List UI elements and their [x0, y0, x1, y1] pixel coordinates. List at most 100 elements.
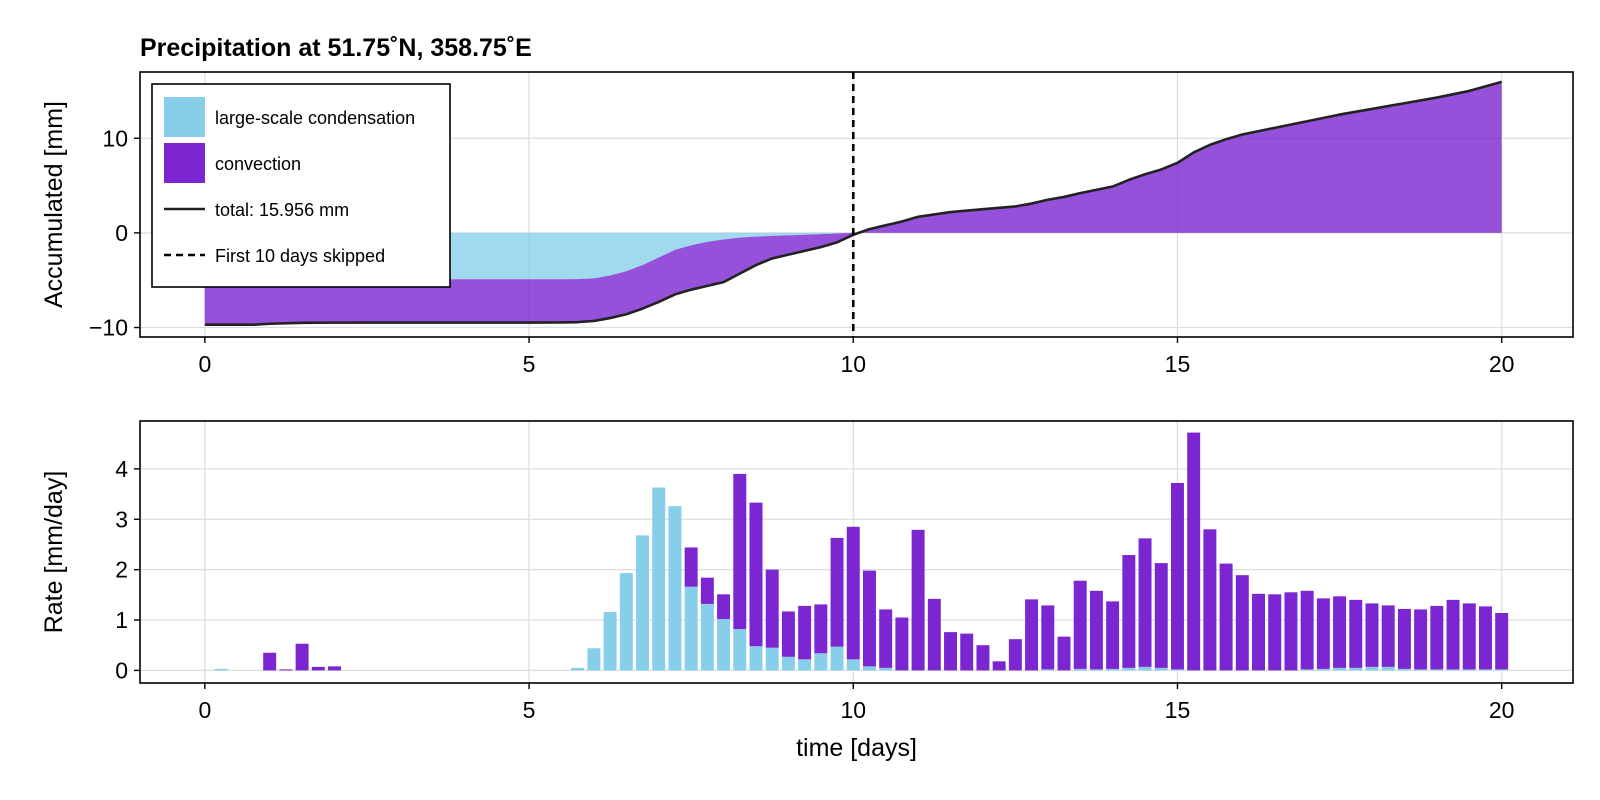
rate-bar-large-scale [798, 659, 812, 671]
rate-bar-convection [846, 526, 860, 660]
bottom-ytick-label: 0 [115, 657, 128, 683]
rate-bar-large-scale [668, 506, 682, 671]
rate-bar-convection [1008, 639, 1022, 671]
rate-bar-convection [1284, 592, 1298, 671]
bottom-ylabel: Rate [mm/day] [40, 471, 68, 634]
rate-bar-large-scale [1349, 667, 1363, 671]
legend-entry-large-scale-condensation-swatch [164, 97, 205, 137]
rate-bar-convection [1495, 612, 1509, 670]
rate-bar-large-scale [1089, 669, 1103, 671]
rate-bar-large-scale [830, 646, 844, 671]
top-frame [139, 71, 1574, 338]
rate-bar-convection [1187, 432, 1201, 671]
rate-bar-convection [1365, 603, 1379, 667]
rate-bar-large-scale [781, 656, 795, 671]
rate-bar-convection [879, 609, 893, 668]
rate-bar-convection [1316, 598, 1330, 669]
rate-bar-large-scale [214, 668, 228, 671]
bottom-frame [139, 420, 1574, 684]
rate-bar-convection [960, 633, 974, 671]
rate-bar-convection [927, 598, 941, 671]
top-xtick-label: 5 [523, 351, 536, 377]
top-xtick-label: 15 [1165, 351, 1191, 377]
rate-bar-convection [700, 577, 714, 604]
rate-bar-convection [1041, 605, 1055, 670]
legend-entry-first-10-days-skipped: First 10 days skipped [164, 246, 385, 266]
rate-bar-convection [944, 632, 958, 671]
rate-bar-convection [295, 643, 309, 671]
rate-bar-convection [1170, 482, 1184, 670]
legend-entry-convection: convection [164, 143, 301, 183]
rate-bar-large-scale [1414, 669, 1428, 671]
rate-bar-convection [895, 617, 909, 671]
rate-bar-large-scale [1478, 669, 1492, 671]
legend-entry-convection-swatch [164, 143, 205, 183]
rate-bar-convection [976, 645, 990, 671]
chart-title: Precipitation at 51.75˚N, 358.75˚E [140, 34, 532, 62]
rate-bar-convection [1430, 605, 1444, 670]
rate-bar-large-scale [571, 667, 585, 671]
rate-bar-large-scale [733, 629, 747, 671]
rate-bar-convection [1122, 555, 1136, 668]
rate-bar-large-scale [765, 647, 779, 671]
rate-bar-convection [328, 666, 342, 671]
legend: large-scale condensation convection total:… [151, 83, 451, 288]
rate-bar-convection [1381, 605, 1395, 667]
legend-entry-convection-label: convection [215, 154, 301, 174]
bottom-ytick-label: 2 [115, 557, 128, 583]
rate-bar-convection [911, 529, 925, 671]
rate-bar-convection [1073, 580, 1087, 669]
rate-bar-large-scale [1106, 668, 1120, 671]
rate-bar-convection [1397, 608, 1411, 669]
rate-bar-convection [1219, 563, 1233, 671]
rate-bar-convection [1462, 603, 1476, 670]
rate-bar-convection [684, 547, 698, 587]
rate-bar-convection [1138, 538, 1152, 667]
bottom-xtick-label: 5 [523, 697, 536, 723]
legend-entry-total-label: total: 15.956 mm [215, 200, 349, 220]
rate-bar-large-scale [1122, 667, 1136, 671]
rate-bar-large-scale [1138, 666, 1152, 671]
rate-bar-large-scale [1495, 669, 1509, 671]
rate-bar-large-scale [684, 586, 698, 671]
rate-bar-large-scale [1365, 666, 1379, 671]
total-line [204, 80, 1503, 326]
legend-entry-large-scale-condensation: large-scale condensation [164, 97, 415, 137]
bottom-xtick-label: 10 [840, 697, 866, 723]
rate-bar-large-scale [1316, 668, 1330, 671]
rate-bar-convection [1300, 590, 1314, 670]
rate-bar-convection [1478, 606, 1492, 670]
accumulated-panel: 0 5 10 15 20 −10 0 10 Accumulated [mm] [40, 71, 1574, 377]
rate-bar-convection [830, 537, 844, 647]
large-scale-area [204, 232, 1502, 280]
rate-bar-large-scale [652, 487, 666, 671]
top-ytick-label: −10 [89, 315, 128, 341]
rate-bar-large-scale [587, 648, 601, 671]
rate-bar-convection [1057, 636, 1071, 671]
legend-entry-large-scale-condensation-label: large-scale condensation [215, 108, 415, 128]
rate-bar-convection [798, 605, 812, 660]
legend-entry-total: total: 15.956 mm [164, 200, 349, 220]
top-xtick-label: 0 [198, 351, 211, 377]
rate-bar-large-scale [1154, 667, 1168, 671]
rate-bar-large-scale [1430, 669, 1444, 671]
bottom-ytick-label: 3 [115, 506, 128, 532]
rate-bar-convection [1414, 609, 1428, 670]
rate-bar-convection [733, 473, 747, 630]
bottom-xtick-label: 20 [1489, 697, 1515, 723]
rate-bar-large-scale [1300, 669, 1314, 671]
rate-bar-large-scale [749, 646, 763, 671]
bottom-xtick-label: 0 [198, 697, 211, 723]
rate-bar-large-scale [619, 573, 633, 671]
rate-bar-convection [1203, 529, 1217, 671]
rate-bar-convection [311, 666, 325, 671]
rate-bar-convection [1446, 599, 1460, 670]
rate-bar-convection [279, 669, 293, 671]
rate-bar-large-scale [846, 659, 860, 671]
rate-bar-convection [992, 661, 1006, 671]
rate-bar-convection [749, 502, 763, 647]
bottom-ytick-label: 4 [115, 456, 128, 482]
rate-panel: 0 5 10 15 20 0 1 2 3 4 Rate [mm/day] time [days] [40, 420, 1574, 762]
rate-bar-large-scale [1170, 669, 1184, 671]
